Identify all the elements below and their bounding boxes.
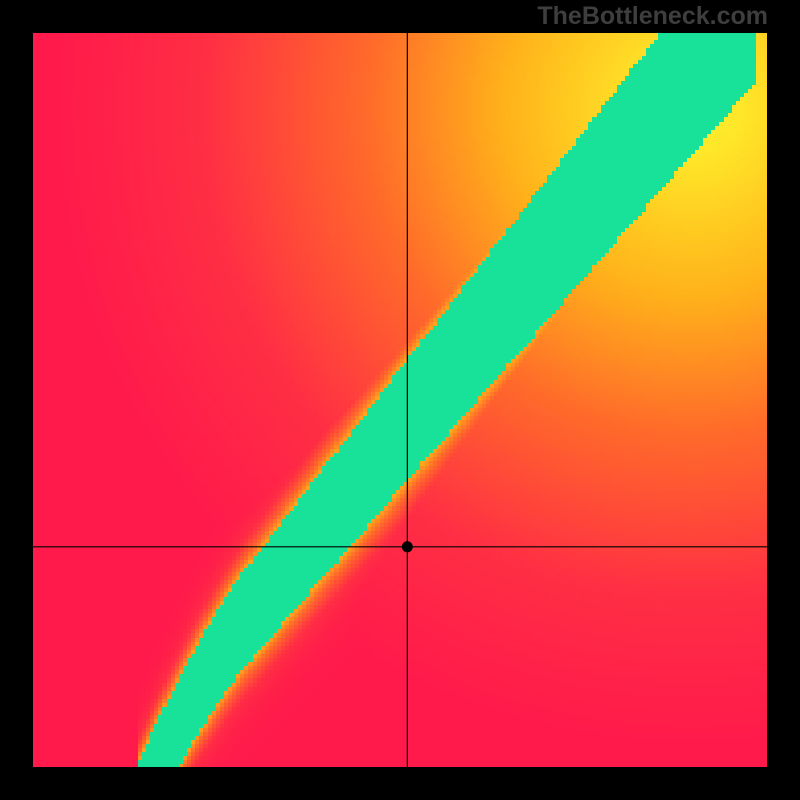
bottleneck-heatmap (33, 33, 767, 767)
watermark-text: TheBottleneck.com (537, 2, 768, 31)
chart-container: TheBottleneck.com (0, 0, 800, 800)
